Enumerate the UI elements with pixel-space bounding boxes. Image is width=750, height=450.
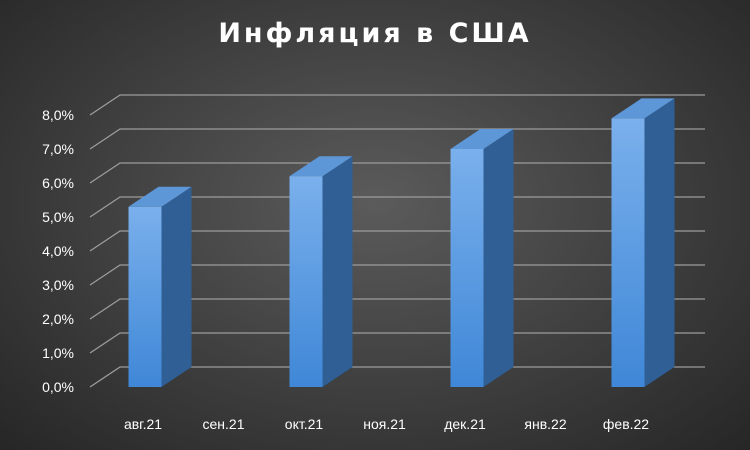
x-tick-label: окт.21 [285, 416, 324, 432]
y-tick-label: 5,0% [42, 209, 74, 225]
y-axis-ticks: 0,0% 1,0% 2,0% 3,0% 4,0% 5,0% 6,0% 7,0% 8,0% [42, 107, 74, 395]
x-tick-label: янв.22 [524, 416, 566, 432]
bar [611, 98, 675, 388]
x-tick-label: ноя.21 [363, 416, 406, 432]
bar [450, 129, 514, 387]
chart-title: Инфляция в США [218, 18, 532, 49]
y-tick-label: 6,0% [42, 175, 74, 191]
gridline [89, 94, 705, 116]
y-tick-label: 4,0% [42, 243, 74, 259]
x-tick-label: сен.21 [203, 416, 245, 432]
bar [128, 186, 192, 387]
bars [128, 98, 675, 388]
x-tick-label: авг.21 [124, 416, 162, 432]
y-tick-label: 8,0% [42, 107, 74, 123]
y-tick-label: 0,0% [42, 379, 74, 395]
y-tick-label: 3,0% [42, 277, 74, 293]
bar [289, 156, 353, 387]
x-tick-label: дек.21 [444, 416, 486, 432]
x-axis-ticks: авг.21 сен.21 окт.21 ноя.21 дек.21 янв.22 фев.… [124, 416, 649, 432]
y-tick-label: 7,0% [42, 141, 74, 157]
x-tick-label: фев.22 [603, 416, 649, 432]
y-tick-label: 1,0% [42, 345, 74, 361]
y-tick-label: 2,0% [42, 311, 74, 327]
